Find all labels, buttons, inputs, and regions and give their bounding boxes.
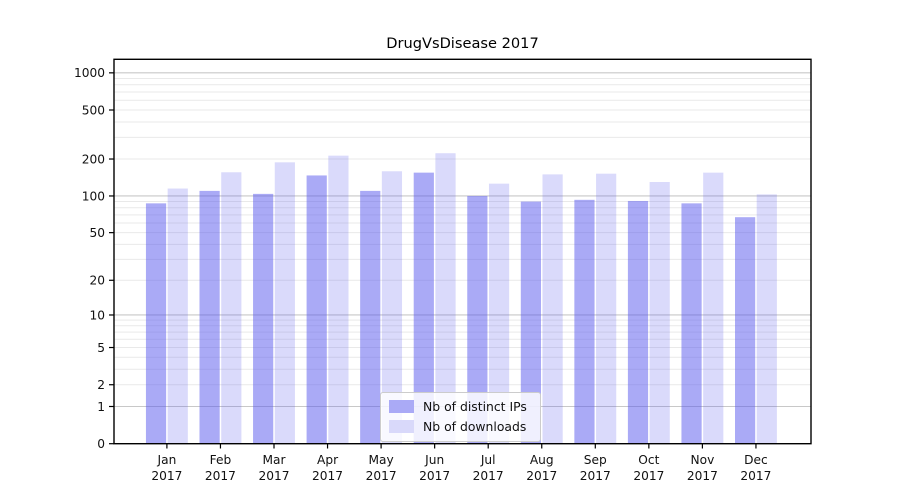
x-tick-label-year: 2017 [740, 469, 771, 483]
x-tick-label-month: Jun [424, 453, 444, 467]
bar-downloads-aug [542, 174, 563, 444]
x-tick-label-month: Mar [263, 453, 287, 467]
bar-downloads-jun [435, 153, 456, 444]
bar-distinct-ips-jan [145, 203, 167, 444]
bar-distinct-ips-jul [467, 195, 488, 444]
x-tick-label-month: Oct [638, 453, 659, 467]
legend: Nb of distinct IPs Nb of downloads [380, 392, 541, 442]
x-tick-label-year: 2017 [687, 469, 718, 483]
bar-downloads-mar [274, 162, 295, 444]
y-tick-label: 50 [89, 226, 105, 240]
plot-border [113, 58, 812, 445]
bar-distinct-ips-feb [199, 190, 220, 444]
bar-distinct-ips-aug [520, 201, 541, 444]
bar-downloads-jan [167, 188, 188, 444]
bar-distinct-ips-jun [413, 172, 434, 444]
y-tick-label: 1 [97, 400, 105, 414]
y-tick-label: 5 [97, 341, 105, 355]
bar-downloads-dec [756, 194, 777, 444]
bar-downloads-feb [221, 172, 242, 444]
bar-distinct-ips-mar [253, 193, 274, 444]
x-tick-label-year: 2017 [419, 469, 450, 483]
x-tick-label-month: Jul [480, 453, 496, 467]
legend-label-distinct-ips: Nb of distinct IPs [423, 399, 527, 414]
y-tick-label: 1000 [74, 66, 105, 80]
legend-item-distinct-ips: Nb of distinct IPs [389, 398, 527, 415]
x-tick-label-year: 2017 [258, 469, 289, 483]
legend-label-downloads: Nb of downloads [423, 419, 527, 434]
x-tick-label-month: Aug [530, 453, 554, 467]
y-tick-label: 500 [82, 103, 105, 117]
legend-swatch-distinct-ips [389, 400, 414, 413]
x-tick-label-year: 2017 [205, 469, 236, 483]
legend-item-downloads: Nb of downloads [389, 418, 527, 435]
bar-downloads-may [381, 171, 403, 444]
chart-title: DrugVsDisease 2017 [386, 35, 539, 52]
x-tick-label-month: Jan [157, 453, 177, 467]
x-tick-label-month: Feb [210, 453, 232, 467]
y-tick-label: 200 [82, 152, 105, 166]
y-tick-label: 2 [97, 378, 105, 392]
y-tick-label: 10 [89, 308, 105, 322]
bar-distinct-ips-sep [574, 199, 595, 444]
bar-downloads-sep [596, 173, 617, 444]
x-tick-label-year: 2017 [526, 469, 557, 483]
x-tick-label-month: Dec [744, 453, 768, 467]
bar-distinct-ips-nov [681, 203, 702, 444]
x-tick-label-year: 2017 [312, 469, 343, 483]
x-tick-label-year: 2017 [366, 469, 397, 483]
x-tick-label-month: Apr [317, 453, 339, 467]
bar-distinct-ips-dec [735, 217, 756, 444]
bar-distinct-ips-apr [306, 175, 327, 444]
x-tick-label-year: 2017 [633, 469, 664, 483]
bar-downloads-apr [328, 155, 349, 444]
x-tick-label-year: 2017 [473, 469, 504, 483]
x-tick-label-year: 2017 [151, 469, 182, 483]
x-tick-label-month: Nov [691, 453, 715, 467]
bar-distinct-ips-oct [627, 200, 649, 444]
bar-downloads-nov [703, 172, 724, 444]
y-tick-label: 20 [89, 274, 105, 288]
bar-downloads-jul [488, 183, 510, 444]
y-tick-label: 100 [82, 189, 105, 203]
bar-downloads-oct [649, 182, 670, 444]
y-tick-label: 0 [97, 437, 105, 451]
legend-swatch-downloads [389, 420, 414, 433]
bar-distinct-ips-may [360, 190, 381, 444]
x-tick-label-month: Sep [584, 453, 607, 467]
x-tick-label-year: 2017 [580, 469, 611, 483]
x-tick-label-month: May [368, 453, 393, 467]
